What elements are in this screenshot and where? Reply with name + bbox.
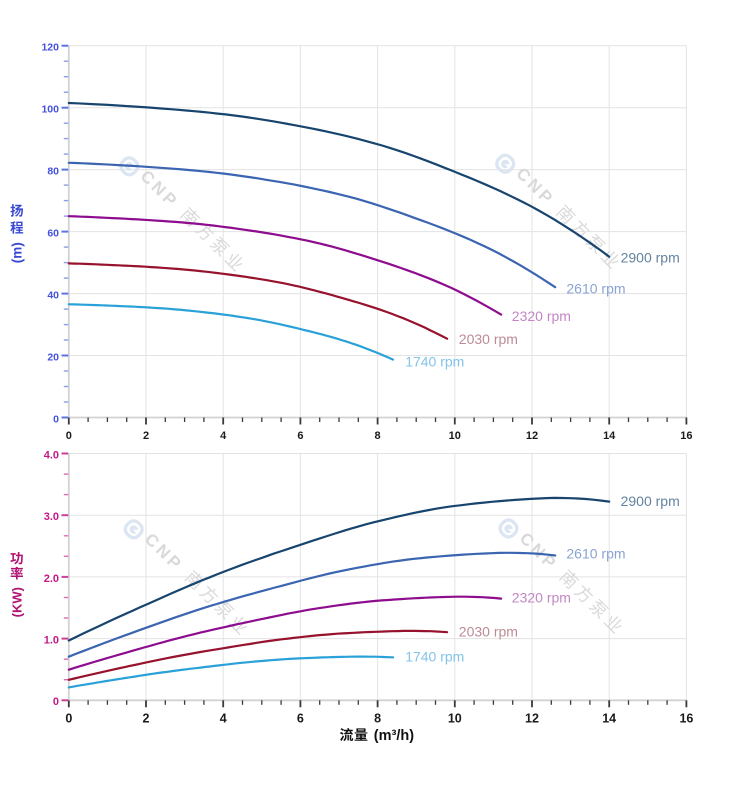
svg-text:120: 120 <box>41 42 59 54</box>
svg-text:2900 rpm: 2900 rpm <box>621 250 680 266</box>
svg-text:16: 16 <box>680 430 692 442</box>
svg-text:12: 12 <box>526 430 538 442</box>
svg-text:40: 40 <box>47 290 59 302</box>
svg-text:2610 rpm: 2610 rpm <box>566 546 625 562</box>
svg-text:(m): (m) <box>9 242 24 263</box>
svg-text:2320 rpm: 2320 rpm <box>512 590 571 606</box>
svg-text:1.0: 1.0 <box>44 635 59 647</box>
svg-text:2: 2 <box>143 712 150 726</box>
svg-text:2030 rpm: 2030 rpm <box>459 331 518 347</box>
svg-text:20: 20 <box>47 351 59 363</box>
svg-text:0: 0 <box>53 696 59 708</box>
svg-text:10: 10 <box>449 430 461 442</box>
svg-text:0: 0 <box>53 413 59 425</box>
svg-text:14: 14 <box>602 712 616 726</box>
svg-text:2030 rpm: 2030 rpm <box>459 624 518 640</box>
svg-text:100: 100 <box>41 104 59 116</box>
svg-text:2320 rpm: 2320 rpm <box>512 308 571 324</box>
svg-text:10: 10 <box>448 712 462 726</box>
svg-text:16: 16 <box>679 712 693 726</box>
svg-text:6: 6 <box>297 430 303 442</box>
svg-text:2.0: 2.0 <box>44 573 59 585</box>
svg-text:1740 rpm: 1740 rpm <box>405 353 464 369</box>
svg-text:2900 rpm: 2900 rpm <box>621 493 680 509</box>
svg-text:2: 2 <box>143 430 149 442</box>
svg-text:12: 12 <box>525 712 539 726</box>
svg-text:6: 6 <box>297 712 304 726</box>
svg-text:4: 4 <box>220 430 227 442</box>
svg-text:60: 60 <box>47 228 59 240</box>
svg-text:4: 4 <box>220 712 227 726</box>
svg-text:8: 8 <box>374 712 381 726</box>
svg-text:14: 14 <box>603 430 616 442</box>
svg-text:(KW): (KW) <box>9 587 24 617</box>
svg-text:80: 80 <box>47 166 59 178</box>
svg-text:3.0: 3.0 <box>44 511 59 523</box>
svg-text:2610 rpm: 2610 rpm <box>566 281 625 297</box>
svg-text:8: 8 <box>375 430 381 442</box>
svg-text:(m³/h): (m³/h) <box>374 728 414 744</box>
svg-text:0: 0 <box>66 430 72 442</box>
svg-text:1740 rpm: 1740 rpm <box>405 649 464 665</box>
svg-text:0: 0 <box>65 712 72 726</box>
svg-text:4.0: 4.0 <box>44 449 59 461</box>
